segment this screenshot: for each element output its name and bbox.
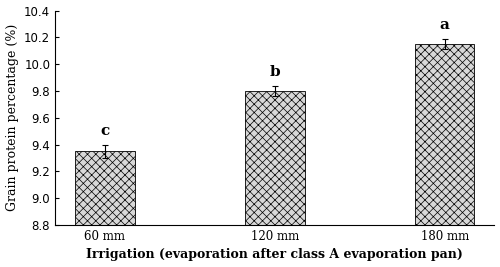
Bar	[75, 151, 134, 225]
Y-axis label: Grain protein percentage (%): Grain protein percentage (%)	[6, 24, 18, 211]
Text: a: a	[440, 18, 450, 32]
Bar	[415, 44, 474, 225]
Text: b: b	[270, 65, 280, 79]
Text: c: c	[100, 124, 110, 138]
Bar	[245, 91, 304, 225]
X-axis label: Irrigation (evaporation after class A evaporation pan): Irrigation (evaporation after class A ev…	[86, 249, 463, 261]
